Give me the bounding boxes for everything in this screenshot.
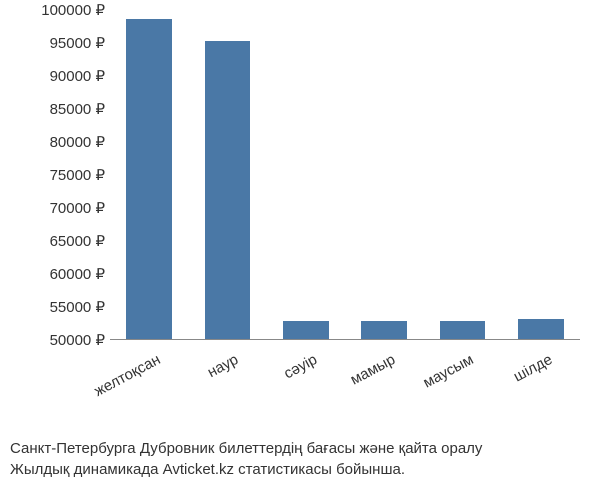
y-axis: 100000 ₽95000 ₽90000 ₽85000 ₽80000 ₽7500…: [10, 10, 110, 340]
y-tick-label: 85000 ₽: [50, 100, 105, 118]
y-tick-label: 70000 ₽: [50, 199, 105, 217]
x-tick-label: желтоқсан: [91, 351, 163, 400]
caption-line-1: Санкт-Петербурга Дубровник билеттердің б…: [10, 438, 590, 459]
y-tick-label: 100000 ₽: [41, 1, 105, 19]
caption-line-2: Жылдық динамикада Avticket.kz статистика…: [10, 459, 590, 480]
chart-caption: Санкт-Петербурга Дубровник билеттердің б…: [10, 438, 590, 480]
bar: [126, 19, 171, 339]
x-tick-label: маусым: [420, 351, 476, 392]
chart-container: 100000 ₽95000 ₽90000 ₽85000 ₽80000 ₽7500…: [10, 10, 590, 440]
bar: [440, 321, 485, 339]
x-tick-label: сәуір: [281, 351, 320, 382]
bar: [283, 321, 328, 339]
x-axis: желтоқсаннаурсәуірмамырмаусымшілде: [110, 345, 580, 405]
bar: [518, 319, 563, 339]
x-tick-label: мамыр: [348, 351, 398, 389]
y-tick-label: 55000 ₽: [50, 298, 105, 316]
y-tick-label: 50000 ₽: [50, 331, 105, 349]
y-tick-label: 80000 ₽: [50, 133, 105, 151]
y-tick-label: 60000 ₽: [50, 265, 105, 283]
y-tick-label: 65000 ₽: [50, 232, 105, 250]
bar: [361, 321, 406, 339]
y-tick-label: 95000 ₽: [50, 34, 105, 52]
x-tick-label: наур: [205, 351, 241, 381]
x-tick-label: шілде: [510, 351, 554, 385]
plot-area: [110, 10, 580, 340]
y-tick-label: 90000 ₽: [50, 67, 105, 85]
y-tick-label: 75000 ₽: [50, 166, 105, 184]
bar: [205, 41, 250, 339]
